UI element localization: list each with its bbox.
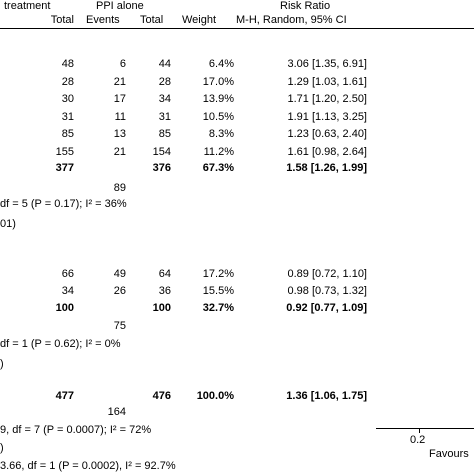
table-row-events: 17 [113, 93, 126, 105]
col-weight: Weight [182, 14, 217, 26]
table-row-events: 26 [113, 285, 126, 297]
table-row-total1: 85 [61, 128, 74, 140]
table-row-weight: 17.2% [202, 268, 234, 280]
table-row-weight: 10.5% [202, 110, 234, 123]
table-row-total2: 34 [158, 93, 171, 105]
table-row-events: 21 [113, 145, 126, 158]
forest-x-axis [376, 428, 474, 429]
table-row-events: 13 [113, 128, 126, 140]
table-row-ci: 1.61 [0.98, 2.64] [287, 145, 367, 158]
group2-header: PPI alone [96, 0, 144, 12]
table-row-weight: 15.5% [202, 285, 234, 297]
table-row-total1: 31 [61, 110, 74, 123]
subtotal2-total2: 100 [152, 302, 171, 314]
table-row-events: 21 [113, 75, 126, 88]
table-row-ci: 1.23 [0.63, 2.40] [287, 128, 367, 140]
table-row-events: 6 [119, 58, 126, 70]
table-row-total1: 30 [61, 93, 74, 105]
subtotal1-overall: 01) [0, 218, 16, 230]
subtotal1-events: 89 [113, 182, 126, 194]
total-total1: 477 [55, 390, 74, 402]
table-row-ci: 0.89 [0.72, 1.10] [287, 268, 367, 280]
subtotal2-heterogeneity: df = 1 (P = 0.62); I² = 0% [0, 338, 121, 350]
table-row-total2: 28 [158, 75, 171, 88]
col-method: M-H, Random, 95% CI [236, 14, 347, 26]
total-weight: 100.0% [196, 390, 234, 402]
total-total2: 476 [152, 390, 171, 402]
table-row-ci: 3.06 [1.35, 6.91] [287, 58, 367, 70]
subtotal2-total1: 100 [55, 302, 74, 314]
table-row-total1: 34 [61, 285, 74, 297]
table-row-total2: 64 [158, 268, 171, 280]
table-row-ci: 1.29 [1.03, 1.61] [287, 75, 367, 88]
subtotal1-ci: 1.58 [1.26, 1.99] [286, 162, 367, 174]
table-row-total1: 155 [55, 145, 74, 158]
total-heterogeneity: 9, df = 7 (P = 0.0007); I² = 72% [0, 424, 152, 436]
table-row-total1: 28 [61, 75, 74, 88]
table-row-weight: 8.3% [208, 128, 234, 140]
subtotal1-weight: 67.3% [202, 162, 234, 174]
table-row-weight: 6.4% [208, 58, 234, 70]
axis-tick-0-2 [419, 428, 420, 433]
table-row-total2: 31 [158, 110, 171, 123]
table-row-total2: 44 [158, 58, 171, 70]
total-events: 164 [107, 406, 126, 418]
total-overall: ) [0, 442, 4, 454]
subgroup-differences: 3.66, df = 1 (P = 0.0002), I² = 92.7% [0, 460, 176, 472]
axis-tick-label: 0.2 [410, 434, 426, 446]
subtotal2-events: 75 [113, 320, 126, 332]
table-row-ci: 1.71 [1.20, 2.50] [287, 93, 367, 105]
subtotal1-heterogeneity: df = 5 (P = 0.17); I² = 36% [0, 198, 127, 210]
subtotal1-total2: 376 [152, 162, 171, 174]
table-row-total1: 48 [61, 58, 74, 70]
table-row-weight: 17.0% [202, 75, 234, 88]
col-total1: Total [50, 14, 74, 26]
table-row-total2: 154 [152, 145, 171, 158]
col-total2: Total [140, 14, 164, 26]
table-row-events: 11 [114, 110, 126, 123]
subtotal2-weight: 32.7% [202, 302, 234, 314]
table-row-weight: 13.9% [202, 93, 234, 105]
total-ci: 1.36 [1.06, 1.75] [286, 390, 367, 402]
table-row-weight: 11.2% [203, 145, 234, 158]
table-row-total1: 66 [61, 268, 74, 280]
favours-label: Favours [429, 448, 469, 460]
group1-header: treatment [4, 0, 51, 12]
subtotal2-ci: 0.92 [0.77, 1.09] [286, 302, 367, 314]
subtotal2-overall: ) [0, 358, 4, 370]
header-divider [0, 28, 474, 29]
table-row-ci: 0.98 [0.73, 1.32] [287, 285, 367, 297]
ratio-title: Risk Ratio [280, 0, 331, 12]
table-row-events: 49 [113, 268, 126, 280]
table-row-total2: 85 [158, 128, 171, 140]
table-row-ci: 1.91 [1.13, 3.25] [287, 110, 367, 123]
col-events: Events [86, 14, 120, 26]
table-row-total2: 36 [158, 285, 171, 297]
subtotal1-total1: 377 [55, 162, 74, 174]
